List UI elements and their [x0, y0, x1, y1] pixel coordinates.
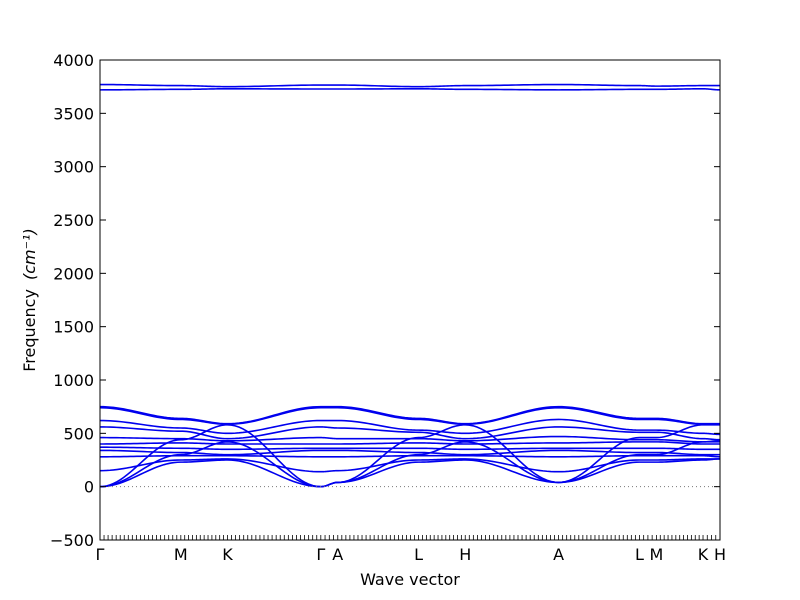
plot-frame: [99, 59, 721, 541]
band-line-11: [100, 454, 720, 458]
x-tick-label: L: [635, 545, 644, 564]
x-tick-label: K: [222, 545, 233, 564]
band-line-4: [99, 406, 720, 426]
y-tick-label: −500: [50, 531, 94, 550]
y-tick-label: 1000: [53, 371, 94, 390]
y-tick-label: 2500: [53, 211, 94, 230]
x-tick-label: Γ: [316, 545, 325, 564]
y-tick-label: 500: [63, 424, 94, 443]
x-tick-label: H: [714, 545, 726, 564]
y-tick-label: 1500: [53, 318, 94, 337]
band-line-2: [99, 88, 721, 91]
x-axis-title: Wave vector: [360, 570, 460, 589]
band-line-14: [99, 440, 720, 488]
y-axis-title-unit: (cm⁻¹): [20, 228, 39, 280]
x-tick-label: M: [174, 545, 188, 564]
y-axis-title: Frequency (cm⁻¹): [20, 228, 39, 371]
x-tick-label: A: [332, 545, 343, 564]
x-tick-label: M: [649, 545, 663, 564]
y-tick-label: 0: [84, 478, 94, 497]
band-line-1: [99, 83, 720, 88]
band-line-3: [99, 405, 720, 425]
y-axis-title-text: Frequency: [20, 289, 39, 372]
y-tick-label: 3500: [53, 104, 94, 123]
series-layer: [99, 83, 721, 488]
x-tick-label: A: [553, 545, 564, 564]
band-line-10: [99, 449, 720, 456]
band-line-7: [100, 435, 720, 443]
y-tick-label: 4000: [53, 51, 94, 70]
y-axis: −500 0 500 1000 1500 2000 2500 3000 3500 4000: [50, 51, 720, 550]
y-tick-label: 3000: [53, 158, 94, 177]
x-tick-label: L: [414, 545, 423, 564]
y-tick-label: 2000: [53, 264, 94, 283]
band-line-8: [100, 441, 720, 445]
band-line-15: [99, 458, 721, 488]
x-tick-label: H: [459, 545, 471, 564]
x-tick-label: K: [698, 545, 709, 564]
band-line-13: [99, 423, 720, 488]
band-line-9: [100, 446, 720, 451]
band-line-6: [99, 426, 720, 441]
band-line-12: [99, 458, 720, 473]
x-tick-label: Γ: [96, 545, 105, 564]
